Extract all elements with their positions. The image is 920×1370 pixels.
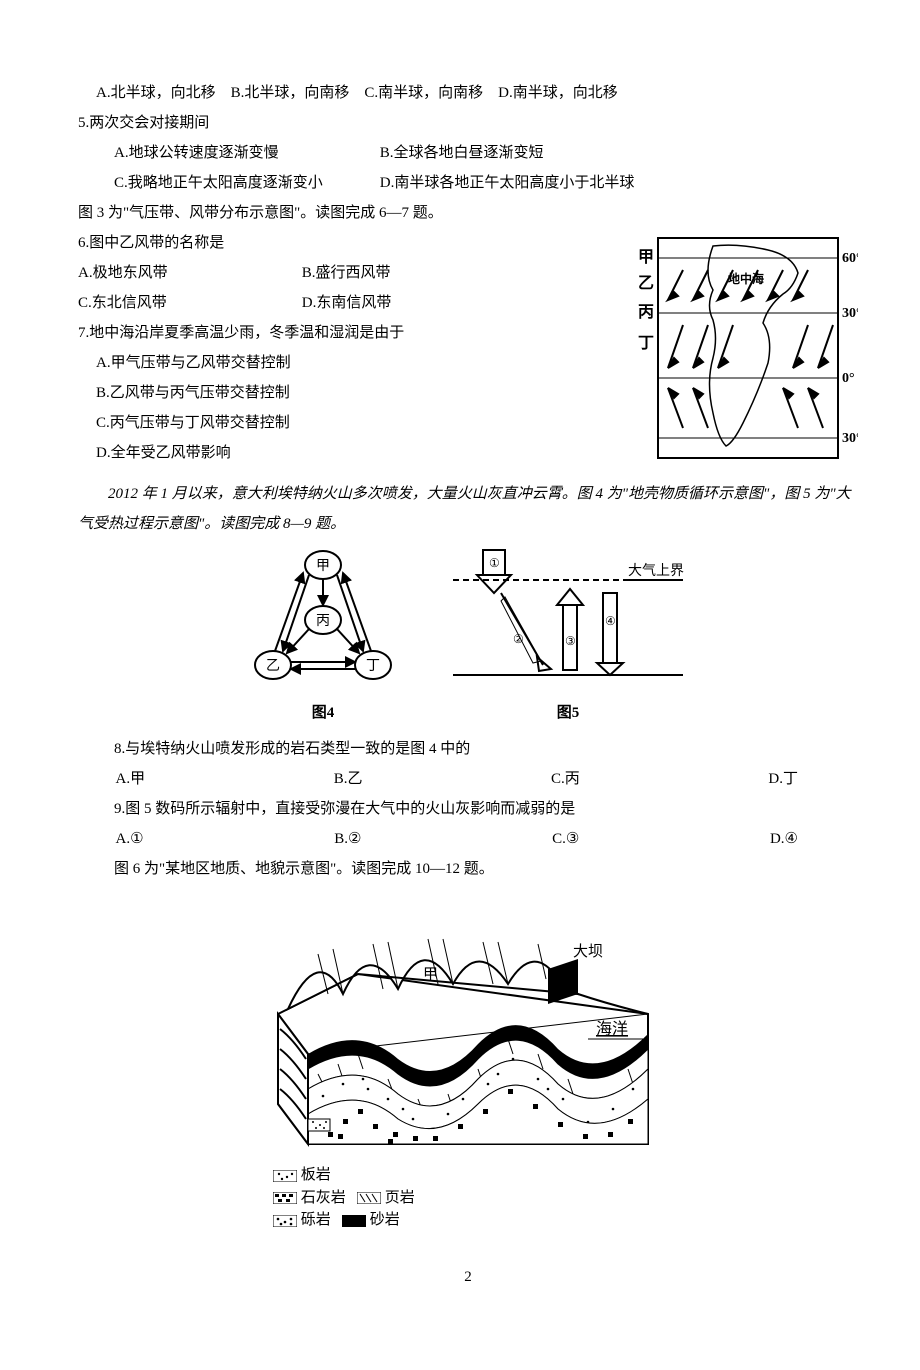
fig3-dizhonghai: 地中海 [728,271,764,286]
legend-yeyan: 页岩 [385,1190,415,1206]
fig5-top: 大气上界 [628,563,684,579]
q7-stem: 7.地中海沿岸夏季高温少雨，冬季温和湿润是由于 [78,318,608,348]
fig5-n3: ③ [565,634,576,648]
q9-opt-d: D.④ [770,824,798,854]
q9-opt-a: A.① [116,824,144,854]
legend-shayan: 砂岩 [370,1212,400,1228]
q8-opt-a: A.甲 [116,764,146,794]
q4-opt-b: B.北半球，向南移 [231,85,350,101]
fig3-30a: 30° [842,306,858,321]
q7-opt-d: D.全年受乙风带影响 [78,438,608,468]
legend-shihuiyan: 石灰岩 [301,1190,346,1206]
fig5-svg: 大气上界 ① ② ③ ④ [443,545,693,685]
q5-opt-b: B.全球各地白昼逐渐变短 [380,145,544,161]
q6-opt-c: C.东北信风带 [78,288,298,318]
q8-stem: 8.与埃特纳火山喷发形成的岩石类型一致的是图 4 中的 [78,734,858,764]
q9-options: A.① B.② C.③ D.④ [78,824,858,854]
q6-stem: 6.图中乙风带的名称是 [78,228,608,258]
q6-opts-cd: C.东北信风带 D.东南信风带 [78,288,608,318]
q9-opt-c: C.③ [552,824,579,854]
fig3-0: 0° [842,371,855,386]
q5-opts-cd: C.我略地正午太阳高度逐渐变小 D.南半球各地正午太阳高度小于北半球 [78,168,858,198]
legend-row2: 石灰岩 页岩 [273,1187,858,1210]
q9-opt-b: B.② [334,824,361,854]
q8-opt-b: B.乙 [334,764,363,794]
fig3-30b: 30° [842,431,858,446]
fig6-jia: 甲 [423,967,438,983]
fig5-n4: ④ [605,614,616,628]
intro6: 图 6 为"某地区地质、地貌示意图"。读图完成 10—12 题。 [78,854,858,884]
fig6-daba: 大坝 [573,943,603,960]
intro3: 图 3 为"气压带、风带分布示意图"。读图完成 6—7 题。 [78,198,858,228]
q5-opt-c: C.我略地正午太阳高度逐渐变小 [96,168,376,198]
q6-opt-d: D.东南信风带 [302,295,392,311]
legend-row1: 板岩 [273,1164,858,1187]
fig4-bing: 丙 [316,614,330,629]
fig4-ding: 丁 [366,659,380,674]
q7-opt-a: A.甲气压带与乙风带交替控制 [78,348,608,378]
fig5-cap: 图5 [443,698,693,728]
fig5-n1: ① [489,556,500,570]
q4-options-line: A.北半球，向北移 B.北半球，向南移 C.南半球，向南移 D.南半球，向北移 [78,78,858,108]
fig6-haiyang: 海洋 [596,1020,628,1038]
q8-options: A.甲 B.乙 C.丙 D.丁 [78,764,858,794]
q6-opts-ab: A.极地东风带 B.盛行西风带 [78,258,608,288]
q5-opt-d: D.南半球各地正午太阳高度小于北半球 [380,175,635,191]
intro45: 2012 年 1 月以来，意大利埃特纳火山多次喷发，大量火山灰直冲云霄。图 4 … [78,479,858,539]
q6-opt-a: A.极地东风带 [78,258,298,288]
q5-opts-ab: A.地球公转速度逐渐变慢 B.全球各地白昼逐渐变短 [78,138,858,168]
q4-opt-d: D.南半球，向北移 [498,85,618,101]
page-number: 2 [78,1262,858,1292]
fig3-ding: 丁 [638,335,654,352]
legend-row3: 砾岩 砂岩 [273,1209,858,1232]
q5-opt-a: A.地球公转速度逐渐变慢 [96,138,376,168]
fig4-svg: 甲 丙 乙 丁 [243,545,403,685]
fig6-svg: 甲 大坝 海洋 [248,884,688,1164]
fig4-yi: 乙 [266,658,280,674]
q6-opt-b: B.盛行西风带 [302,265,391,281]
q9-stem: 9.图 5 数码所示辐射中，直接受弥漫在大气中的火山灰影响而减弱的是 [78,794,858,824]
fig5-n2: ② [513,632,524,646]
q4-opt-a: A.北半球，向北移 [96,85,216,101]
q7-opt-c: C.丙气压带与丁风带交替控制 [78,408,608,438]
legend-liyan: 砾岩 [301,1212,331,1228]
q5-stem: 5.两次交会对接期间 [78,108,858,138]
legend-banyan: 板岩 [301,1167,331,1183]
q4-opt-c: C.南半球，向南移 [364,85,483,101]
fig3-yi: 乙 [638,275,654,292]
q8-opt-d: D.丁 [768,764,798,794]
fig3-bing: 丙 [638,303,654,321]
fig4-jia: 甲 [316,559,330,574]
fig3-60: 60° [842,251,858,266]
fig3-svg: 60° 30° 0° 30° 甲 乙 丙 丁 [628,228,858,468]
q7-opt-b: B.乙风带与丙气压带交替控制 [78,378,608,408]
fig3-jia: 甲 [638,248,654,266]
fig4-cap: 图4 [243,698,403,728]
q8-opt-c: C.丙 [551,764,580,794]
